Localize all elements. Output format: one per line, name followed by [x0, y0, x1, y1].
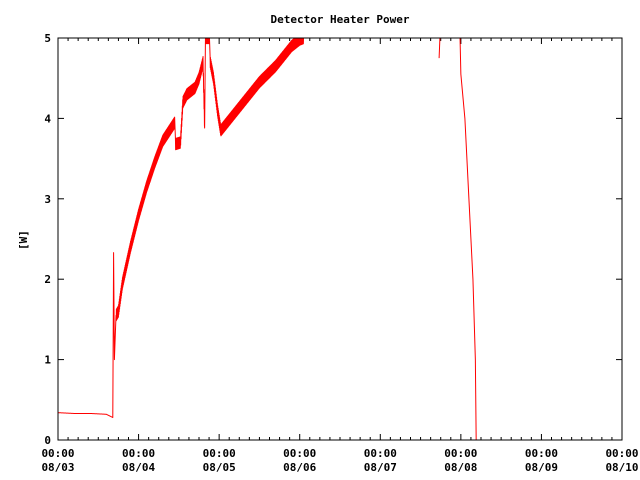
series-line-segment-2 [438, 37, 441, 59]
y-tick-label: 2 [44, 273, 51, 286]
x-tick-time: 00:00 [525, 447, 558, 460]
data-point [186, 94, 187, 95]
data-point [243, 102, 244, 103]
data-point [90, 413, 91, 414]
data-point [439, 58, 440, 59]
x-tick-date: 08/09 [525, 461, 558, 474]
x-tick-time: 00:00 [364, 447, 397, 460]
x-tick-date: 08/07 [364, 461, 397, 474]
data-point [122, 283, 123, 284]
data-point [227, 122, 228, 123]
x-tick-date: 08/05 [203, 461, 236, 474]
data-point [194, 87, 195, 88]
axis-layer: 01234500:0008/0300:0008/0400:0008/0500:0… [41, 32, 638, 474]
data-point [112, 417, 113, 418]
x-tick-date: 08/03 [41, 461, 74, 474]
data-point [146, 186, 147, 187]
y-tick-label: 3 [44, 193, 51, 206]
series-line-segment-3 [459, 37, 477, 441]
data-point [259, 82, 260, 83]
data-point [202, 62, 203, 63]
data-point [115, 315, 116, 316]
data-point [475, 359, 476, 360]
data-point [180, 142, 181, 143]
x-tick-time: 00:00 [283, 447, 316, 460]
data-point [106, 414, 107, 415]
data-point [175, 144, 176, 145]
x-tick-time: 00:00 [41, 447, 74, 460]
y-tick-label: 1 [44, 354, 51, 367]
data-point [113, 252, 114, 253]
data-point [468, 198, 469, 199]
plot-frame [57, 37, 623, 441]
x-tick-time: 00:00 [605, 447, 638, 460]
data-point [74, 413, 75, 414]
chart-title: Detector Heater Power [270, 13, 409, 26]
x-tick-time: 00:00 [122, 447, 155, 460]
data-point [217, 110, 218, 111]
y-tick-label: 5 [44, 32, 51, 45]
y-tick-label: 0 [44, 434, 51, 447]
y-axis-label: [W] [17, 230, 30, 250]
data-point [220, 130, 221, 131]
series-line-segment-1 [57, 37, 305, 418]
data-point [138, 214, 139, 215]
data-point [472, 279, 473, 280]
y-tick-label: 4 [44, 112, 51, 125]
x-tick-time: 00:00 [203, 447, 236, 460]
data-point [210, 62, 211, 63]
data-point [213, 78, 214, 79]
data-point [174, 122, 175, 123]
data-point [198, 78, 199, 79]
data-point [275, 66, 276, 67]
data-point [154, 162, 155, 163]
data-point [464, 118, 465, 119]
x-tick-time: 00:00 [444, 447, 477, 460]
x-tick-date: 08/06 [283, 461, 316, 474]
data-point [114, 359, 115, 360]
data-point [291, 45, 292, 46]
x-tick-date: 08/08 [444, 461, 477, 474]
data-point [118, 311, 119, 312]
data-point [299, 39, 300, 40]
x-tick-date: 08/04 [122, 461, 155, 474]
data-point [162, 140, 163, 141]
data-point [204, 127, 205, 128]
data-point [182, 102, 183, 103]
x-tick-date: 08/10 [605, 461, 638, 474]
data-layer [57, 37, 477, 441]
data-point [460, 74, 461, 75]
data-point [130, 246, 131, 247]
